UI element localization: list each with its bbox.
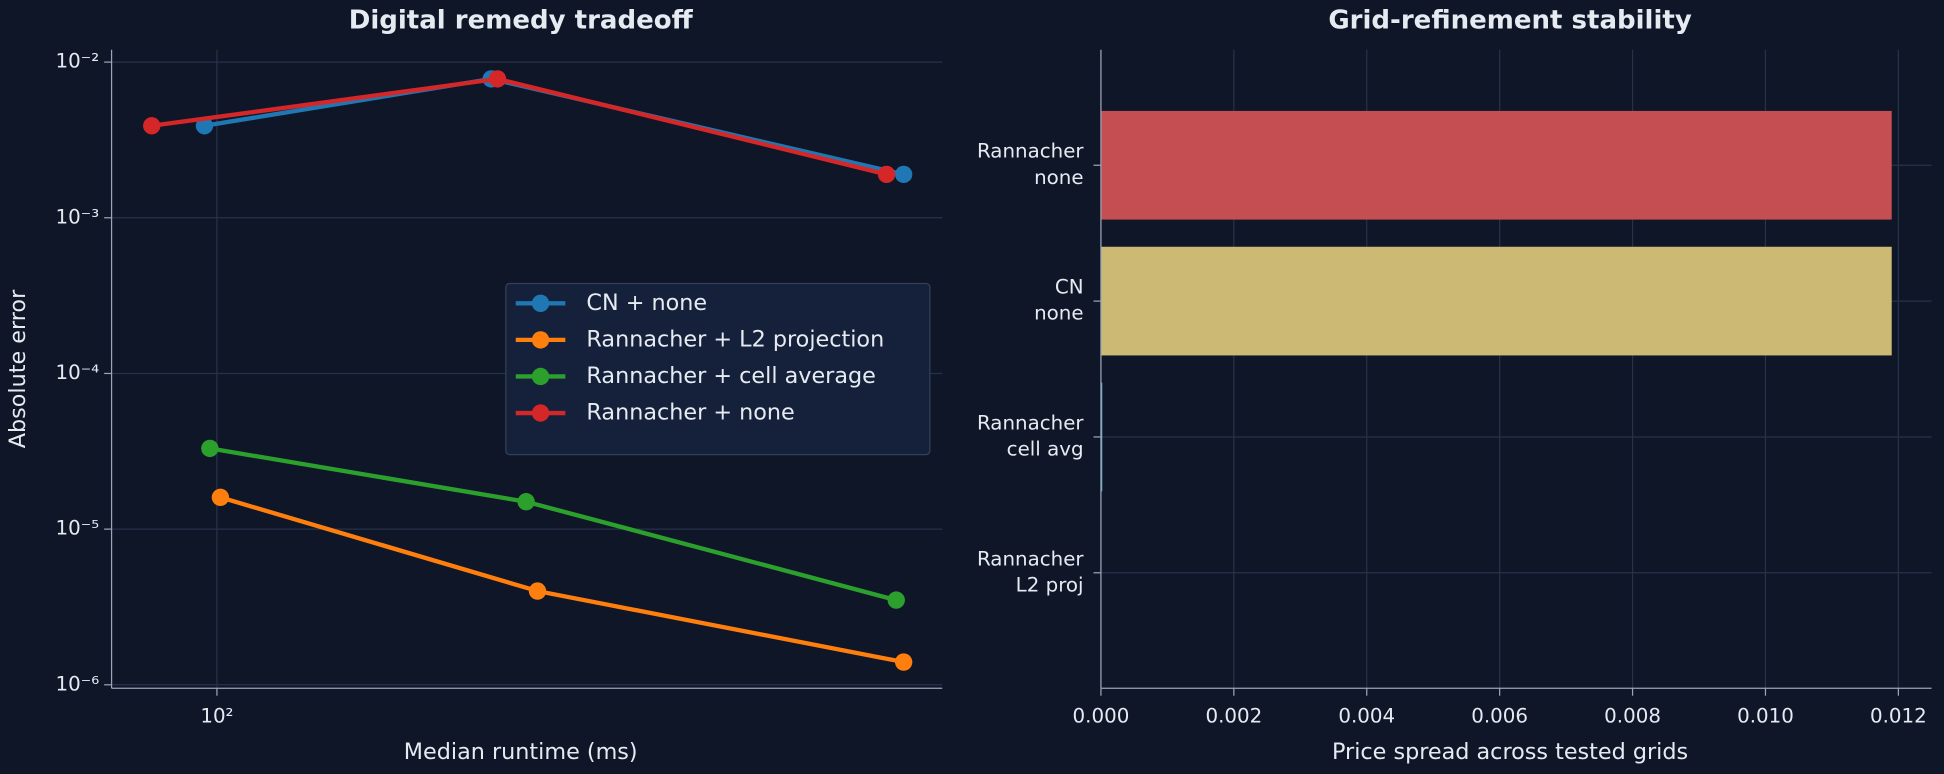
y-tick-label: 10⁻⁶ (56, 672, 100, 695)
point (211, 488, 230, 507)
point (894, 653, 913, 671)
legend-marker (531, 294, 550, 312)
x-tick-label: 0.008 (1604, 704, 1661, 727)
y-tick-label: Rannacher (977, 547, 1084, 570)
x-tick-label: 10² (200, 704, 233, 727)
legend-label: CN + none (586, 290, 707, 316)
legend-marker (531, 331, 550, 349)
legend-marker (531, 404, 550, 422)
legend: CN + none Rannacher + L2 projection Rannac… (505, 282, 931, 456)
y-tick-label: CN (1055, 276, 1084, 299)
x-axis-label: Median runtime (ms) (404, 739, 638, 765)
x-tick-label: 0.004 (1338, 704, 1395, 727)
y-tick-label: 10⁻⁵ (56, 517, 100, 540)
legend-label: Rannacher + cell average (586, 363, 875, 389)
legend-marker (531, 367, 550, 386)
y-tick-label: none (1034, 166, 1083, 189)
point (528, 582, 547, 600)
legend-box (505, 282, 931, 456)
legend-label: Rannacher + none (586, 400, 794, 426)
point (488, 70, 507, 88)
point (877, 165, 896, 184)
point (894, 165, 913, 184)
y-tick-label: Rannacher (977, 140, 1084, 163)
x-tick-label: 0.012 (1870, 704, 1927, 727)
chart-title: Digital remedy tradeoff (349, 6, 694, 36)
point (517, 493, 535, 511)
legend-label: Rannacher + L2 projection (586, 326, 884, 352)
point (201, 439, 219, 458)
y-tick-label: 10⁻² (56, 50, 100, 73)
y-tick-label: none (1034, 302, 1083, 325)
x-tick-label: 0.010 (1737, 704, 1794, 727)
bar (1100, 382, 1103, 492)
y-axis-label: Absolute error (5, 289, 31, 448)
point (195, 117, 214, 135)
y-tick-label: cell avg (1007, 437, 1084, 460)
x-tick-label: 0.002 (1205, 704, 1262, 727)
point (143, 117, 161, 135)
y-tick-label: Rannacher (977, 411, 1084, 434)
chart-title: Grid-refinement stability (1328, 6, 1691, 36)
x-tick-label: 0.006 (1471, 704, 1528, 727)
y-tick-label: L2 proj (1016, 573, 1084, 596)
bar (1100, 110, 1892, 220)
x-tick-label: 0.000 (1073, 704, 1130, 727)
x-axis-label: Price spread across tested grids (1332, 739, 1688, 765)
bar (1100, 246, 1892, 356)
y-tick-label: 10⁻⁴ (56, 361, 100, 384)
point (887, 591, 905, 609)
y-tick-label: 10⁻³ (56, 205, 100, 228)
